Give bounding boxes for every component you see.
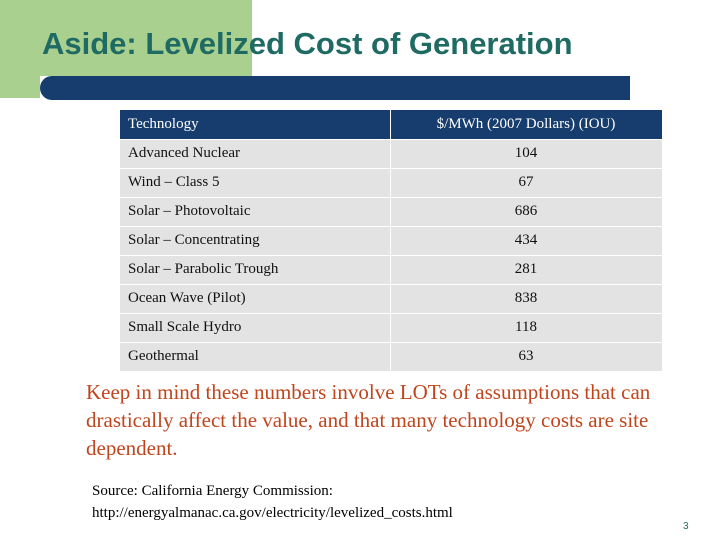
table-row: Small Scale Hydro 118	[120, 313, 663, 343]
technology-cell: Advanced Nuclear	[120, 139, 391, 169]
slide-title: Aside: Levelized Cost of Generation	[42, 26, 573, 61]
technology-cell: Solar – Photovoltaic	[120, 197, 391, 227]
cost-cell: 104	[390, 139, 663, 169]
decorative-green-strip	[0, 76, 40, 98]
table-row: Geothermal 63	[120, 342, 663, 372]
levelized-cost-table: Technology $/MWh (2007 Dollars) (IOU) Ad…	[120, 110, 663, 372]
cost-cell: 118	[390, 313, 663, 343]
technology-cell: Wind – Class 5	[120, 168, 391, 198]
technology-cell: Solar – Parabolic Trough	[120, 255, 391, 285]
header-technology: Technology	[120, 110, 391, 140]
technology-cell: Small Scale Hydro	[120, 313, 391, 343]
source-url: http://energyalmanac.ca.gov/electricity/…	[92, 505, 453, 521]
table-row: Solar – Concentrating 434	[120, 226, 663, 256]
table-row: Solar – Photovoltaic 686	[120, 197, 663, 227]
source-citation: Source: California Energy Commission: ht…	[92, 480, 652, 524]
cost-cell: 686	[390, 197, 663, 227]
technology-cell: Solar – Concentrating	[120, 226, 391, 256]
cost-cell: 67	[390, 168, 663, 198]
cost-cell: 838	[390, 284, 663, 314]
cost-cell: 434	[390, 226, 663, 256]
title-underline-bar	[40, 76, 630, 100]
table-row: Advanced Nuclear 104	[120, 139, 663, 169]
table-row: Solar – Parabolic Trough 281	[120, 255, 663, 285]
technology-cell: Ocean Wave (Pilot)	[120, 284, 391, 314]
technology-cell: Geothermal	[120, 342, 391, 372]
cost-cell: 63	[390, 342, 663, 372]
cost-cell: 281	[390, 255, 663, 285]
table-row: Ocean Wave (Pilot) 838	[120, 284, 663, 314]
page-number: 3	[683, 521, 689, 532]
source-label: Source: California Energy Commission:	[92, 483, 333, 499]
table-header-row: Technology $/MWh (2007 Dollars) (IOU)	[120, 110, 663, 140]
table-row: Wind – Class 5 67	[120, 168, 663, 198]
decorative-green-block	[0, 0, 252, 76]
assumptions-note: Keep in mind these numbers involve LOTs …	[86, 380, 651, 460]
header-cost: $/MWh (2007 Dollars) (IOU)	[390, 110, 663, 140]
